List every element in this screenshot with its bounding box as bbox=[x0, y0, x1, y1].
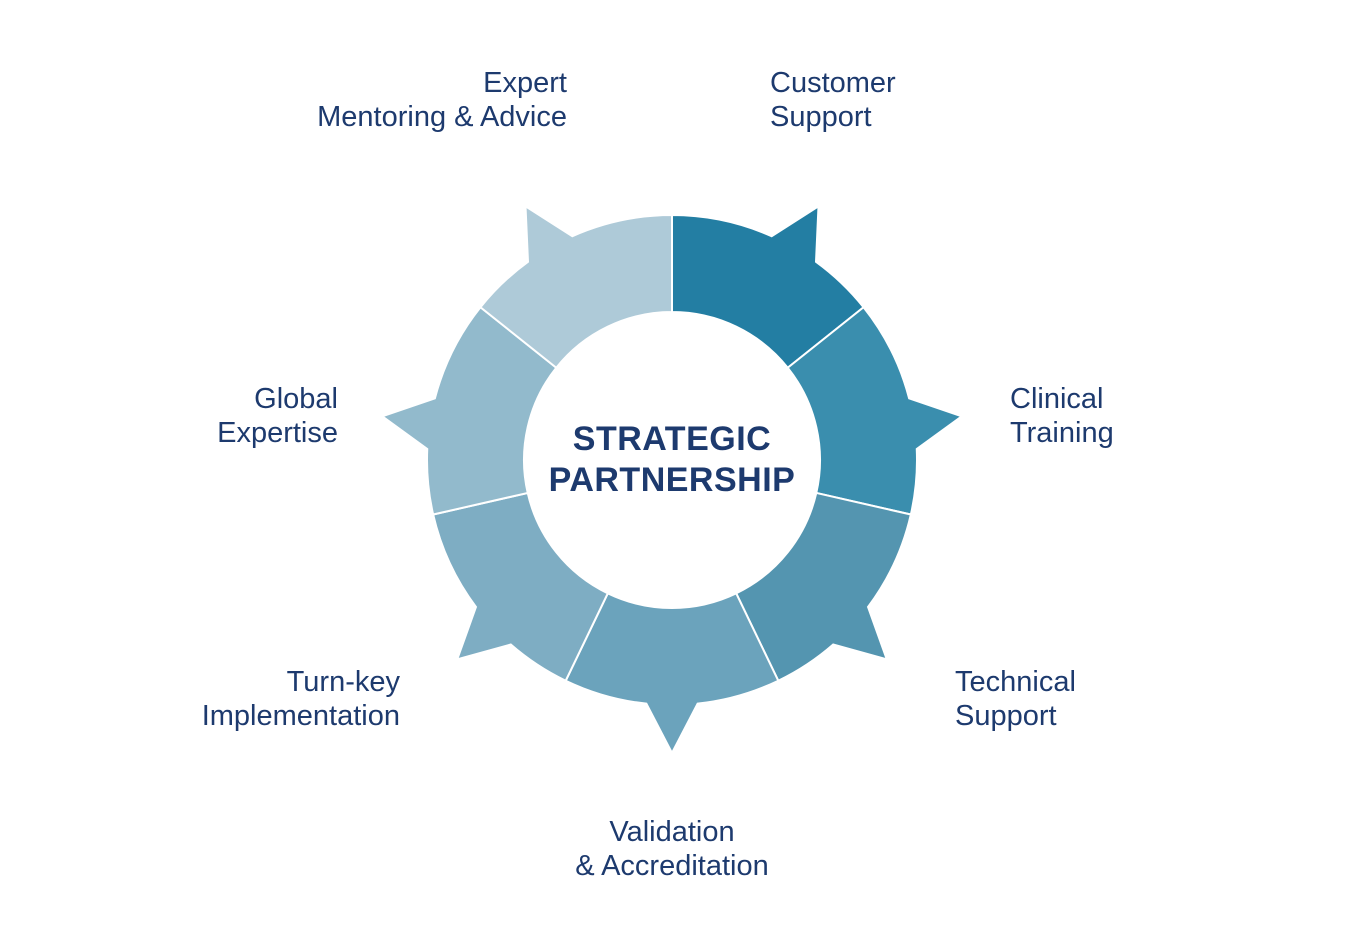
center-title-line2: PARTNERSHIP bbox=[549, 460, 796, 501]
label-global-expertise: Global Expertise bbox=[217, 382, 338, 450]
label-expert-mentoring: Expert Mentoring & Advice bbox=[317, 66, 567, 134]
center-title-line1: STRATEGIC bbox=[549, 419, 796, 460]
label-technical-support: Technical Support bbox=[955, 665, 1076, 733]
segment-validation-accreditation bbox=[566, 593, 779, 753]
label-customer-support: Customer Support bbox=[770, 66, 896, 134]
label-turnkey-implementation: Turn-key Implementation bbox=[202, 665, 400, 733]
strategic-partnership-diagram: STRATEGIC PARTNERSHIP Customer Support Cl… bbox=[0, 0, 1345, 948]
label-clinical-training: Clinical Training bbox=[1010, 382, 1114, 450]
center-title: STRATEGIC PARTNERSHIP bbox=[549, 419, 796, 501]
label-validation-accreditation: Validation & Accreditation bbox=[575, 815, 768, 883]
